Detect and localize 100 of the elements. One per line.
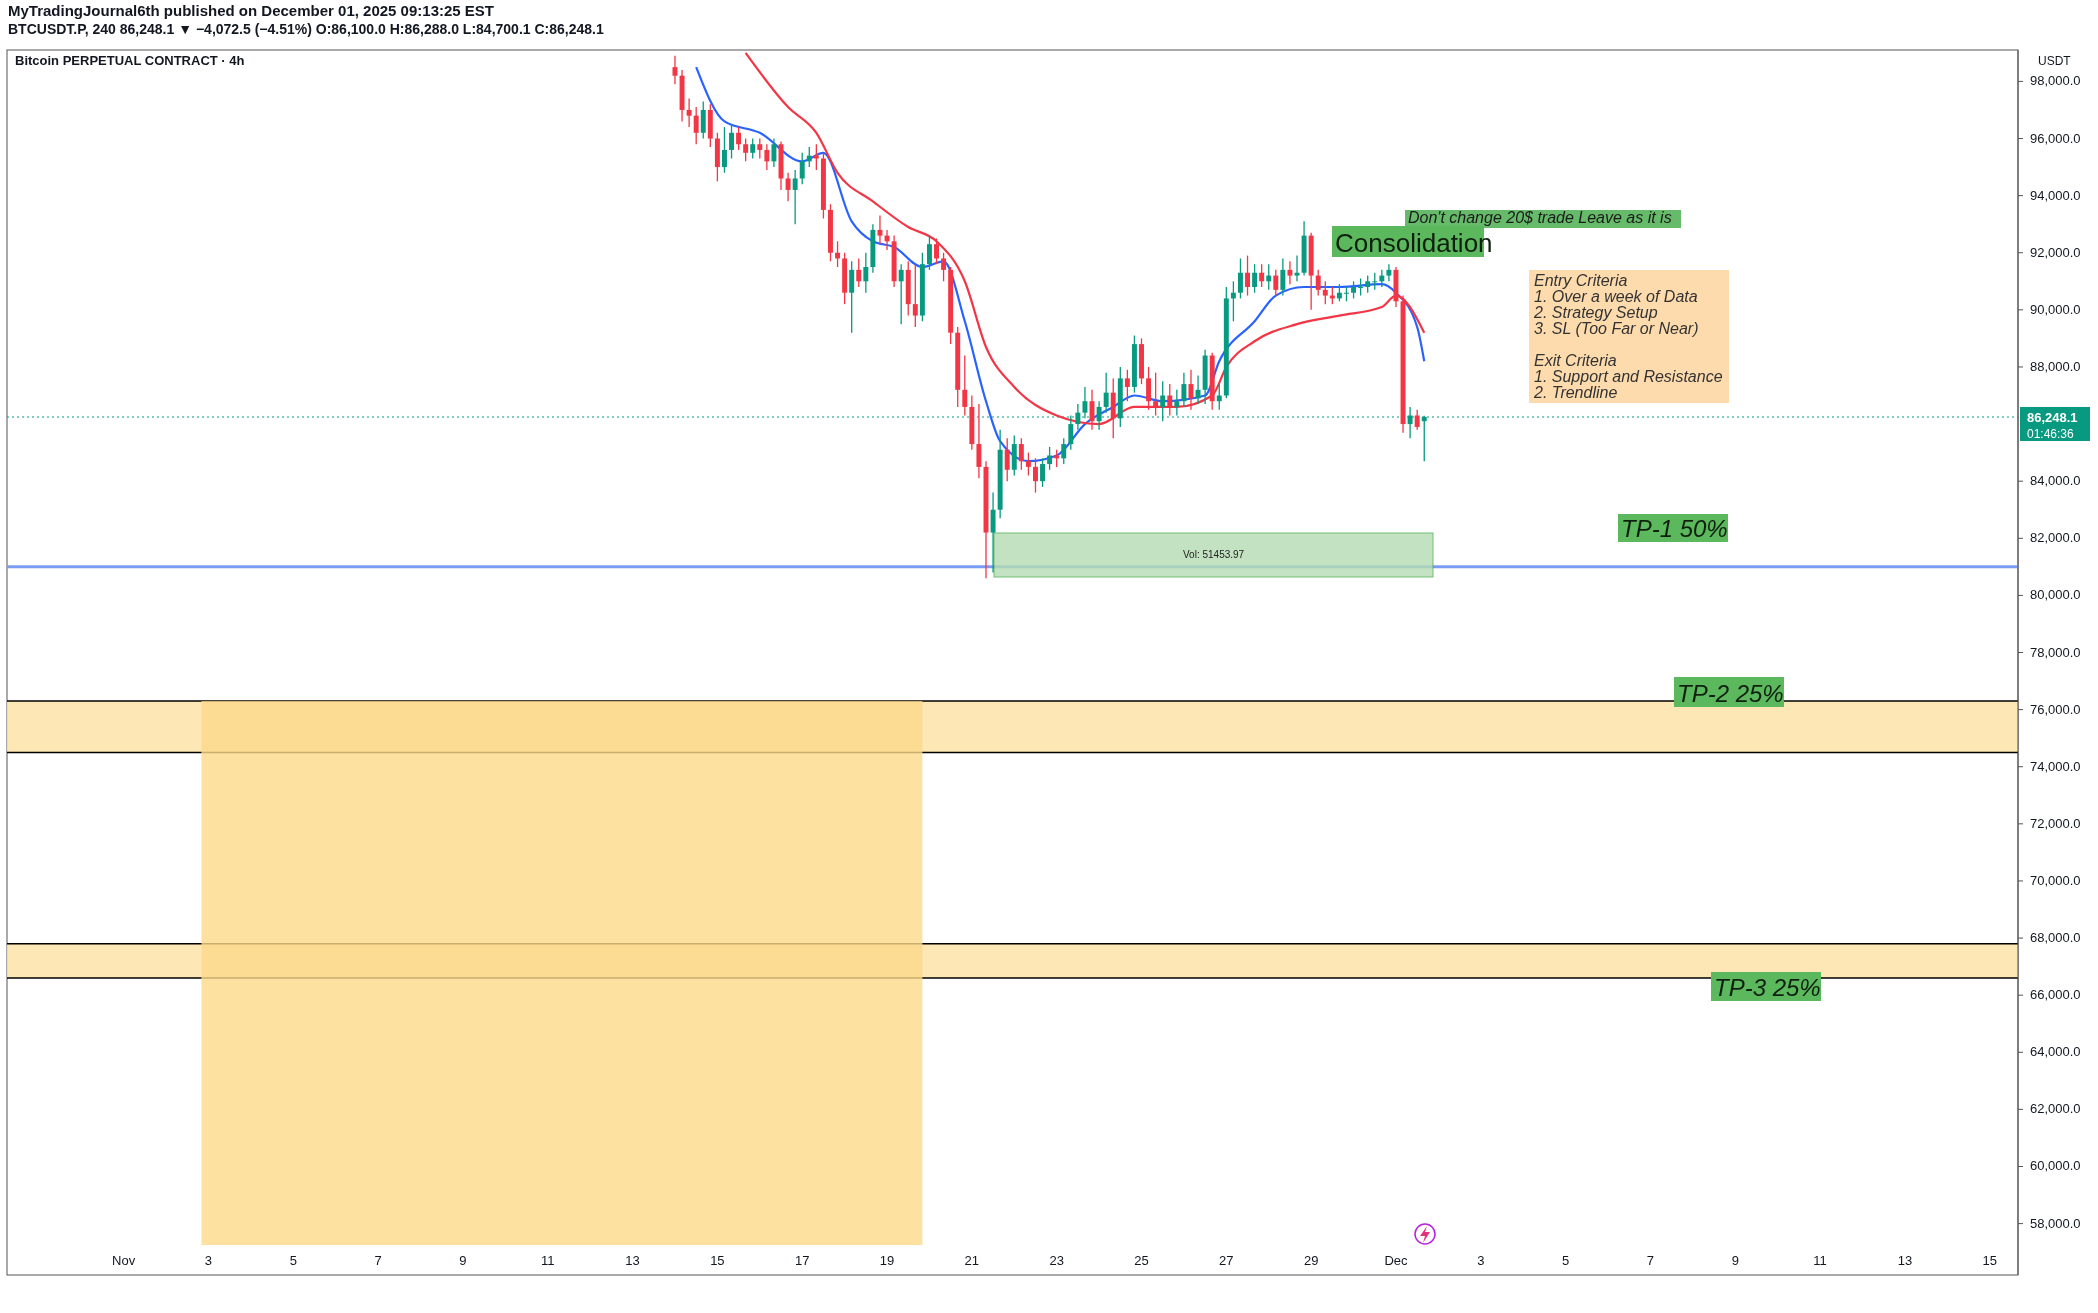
x-tick-label: 13: [1897, 1253, 1913, 1268]
candlestick: [990, 491, 996, 574]
candlestick: [1146, 366, 1152, 411]
annotation: Don't change 20$ trade Leave as it is: [1408, 209, 1672, 226]
candlestick: [1033, 457, 1038, 494]
candlestick: [934, 237, 939, 265]
candlestick: [729, 123, 734, 160]
x-tick-label: 11: [1813, 1253, 1827, 1268]
annotation: 2. Trendline: [1533, 384, 1618, 401]
y-tick-label: 60,000.0: [2030, 1158, 2081, 1174]
candlestick: [813, 143, 819, 171]
candlestick: [1153, 372, 1159, 417]
candlestick: [1061, 437, 1067, 465]
candlestick: [750, 137, 756, 160]
candlestick: [721, 126, 727, 174]
y-tick-label: 76,000.0: [2030, 701, 2081, 717]
y-axis-title: USDT: [2038, 54, 2072, 68]
chart-title: Bitcoin PERPETUAL CONTRACT · 4h: [15, 53, 245, 68]
annotation: TP-1 50%: [1621, 515, 1728, 542]
candlestick: [1414, 409, 1420, 431]
x-tick-label: 7: [1646, 1253, 1655, 1268]
candlestick: [686, 97, 692, 128]
annotation: 2. Strategy Setup: [1533, 304, 1658, 321]
candlestick: [863, 252, 869, 294]
x-tick-label: 19: [879, 1253, 895, 1268]
y-tick-label: 78,000.0: [2030, 644, 2081, 660]
chart-subtitle: BTCUSDT.P, 240 86,248.1 ▼ −4,072.5 (−4.51%) O:86,100.0 H:86,288.0 L:84,700.1 C:86,248.1: [8, 21, 604, 37]
x-tick-label: 3: [1477, 1253, 1485, 1268]
x-tick-label: 23: [1049, 1253, 1064, 1268]
candlestick: [1322, 280, 1328, 305]
candlestick: [1195, 374, 1201, 405]
y-tick-label: 72,000.0: [2030, 815, 2081, 831]
x-tick-label: 29: [1303, 1253, 1319, 1268]
y-tick-label: 82,000.0: [2030, 530, 2081, 546]
annotation: TP-2 25%: [1677, 680, 1784, 707]
x-tick-label: 13: [625, 1253, 640, 1268]
candlestick: [1287, 260, 1293, 285]
y-tick-label: 80,000.0: [2030, 587, 2081, 603]
x-tick-label: 9: [1731, 1253, 1739, 1268]
candlestick: [1004, 437, 1010, 482]
y-tick-label: 96,000.0: [2030, 130, 2081, 146]
annotation: 1. Over a week of Data: [1534, 288, 1698, 305]
x-tick-label: Dec: [1384, 1253, 1409, 1268]
y-tick-label: 68,000.0: [2030, 930, 2081, 946]
candlestick: [700, 100, 706, 140]
candlestick: [849, 260, 855, 334]
y-tick-label: 88,000.0: [2030, 358, 2081, 374]
candlestick: [1280, 257, 1286, 297]
x-tick-label: Nov: [112, 1253, 136, 1268]
text: MyTradingJournal6th published on December 01, 2025 09:13:25 EST: [8, 2, 494, 19]
y-tick-label: 98,000.0: [2030, 73, 2081, 89]
candlestick: [926, 234, 932, 271]
x-tick-label: 7: [374, 1253, 382, 1268]
candlestick: [757, 137, 763, 160]
candlestick: [1174, 389, 1180, 417]
annotation: Vol: 51453.97: [1183, 549, 1245, 560]
candlestick: [693, 106, 699, 145]
x-tick-label: 5: [289, 1253, 297, 1268]
y-tick-label: 66,000.0: [2030, 987, 2081, 1003]
x-tick-label: 3: [204, 1253, 213, 1268]
x-tick-label: 9: [459, 1253, 467, 1268]
y-tick-label: 58,000.0: [2030, 1215, 2081, 1231]
candlestick: [764, 143, 770, 171]
candlestick: [962, 354, 968, 417]
candlestick: [1315, 269, 1321, 297]
y-tick-label: 94,000.0: [2030, 187, 2081, 203]
candlestick: [877, 214, 883, 245]
candlestick: [799, 152, 805, 185]
candlestick: [856, 257, 862, 288]
candlestick: [1018, 437, 1024, 471]
y-tick-label: 74,000.0: [2030, 758, 2081, 774]
x-tick-label: 15: [710, 1253, 725, 1268]
candlestick: [1386, 263, 1392, 282]
candlestick: [976, 403, 982, 479]
candlestick: [1167, 383, 1173, 417]
candlestick: [1025, 451, 1031, 477]
candlestick: [1237, 257, 1243, 300]
y-tick-label: 62,000.0: [2030, 1101, 2081, 1117]
candlestick: [912, 263, 918, 328]
candlestick: [1103, 372, 1109, 414]
x-tick-label: 27: [1219, 1253, 1234, 1268]
annotation: Entry Criteria: [1534, 272, 1628, 289]
candlestick: [941, 252, 947, 282]
candlestick: [1245, 254, 1251, 297]
x-tick-label: 21: [964, 1253, 980, 1268]
x-tick-label: 17: [794, 1253, 810, 1268]
candlestick: [1252, 263, 1258, 294]
candlestick: [1273, 269, 1279, 297]
y-tick-label: 84,000.0: [2030, 473, 2081, 489]
candlestick: [785, 172, 791, 202]
ref-line-label: 86,248.1: [2027, 409, 2078, 425]
candlestick: [1047, 446, 1053, 471]
candlestick: [792, 169, 798, 225]
x-tick-label: 15: [1982, 1253, 1997, 1268]
candlestick: [1040, 457, 1046, 488]
x-tick-label: 11: [540, 1253, 555, 1268]
x-tick-label: 5: [1562, 1253, 1570, 1268]
annotation: Exit Criteria: [1534, 352, 1617, 369]
candlestick: [1259, 263, 1265, 288]
candlestick: [736, 126, 742, 151]
